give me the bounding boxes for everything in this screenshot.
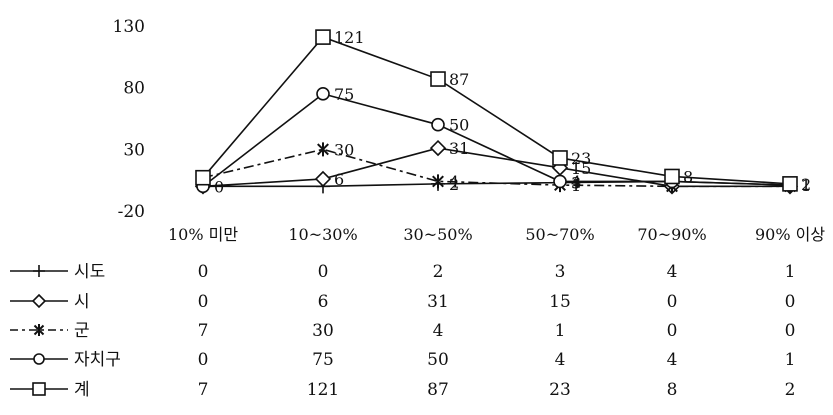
table-cell: 4 [667, 350, 678, 370]
data-label: 4 [571, 172, 581, 191]
table-cell: 87 [427, 380, 449, 400]
y-tick-label: 30 [123, 140, 145, 160]
category-label: 10~30% [288, 225, 357, 244]
data-point-1-2 [429, 139, 447, 157]
category-label: 70~90% [637, 225, 706, 244]
table-cell: 0 [785, 321, 796, 341]
data-point-2-2 [432, 174, 444, 189]
series-line-2 [202, 148, 790, 188]
series-markers [194, 29, 799, 195]
table-cell: 0 [198, 262, 209, 282]
table-cell: 50 [427, 350, 449, 370]
category-labels: 10% 미만 10~30% 30~50% 50~70% 70~90% 90% 이상 [168, 225, 825, 244]
table-cell: 6 [318, 292, 329, 312]
legend-name: 시도 [74, 262, 105, 282]
table-cell: 0 [667, 292, 678, 312]
table-cell: 3 [555, 262, 566, 282]
table-cell: 7 [198, 321, 209, 341]
data-point-4-2 [430, 71, 446, 87]
y-axis-ticks: 130 80 30 -20 [113, 17, 145, 222]
data-label: 2 [449, 175, 459, 194]
data-label: 1 [801, 176, 811, 195]
data-point-4-0 [195, 169, 211, 186]
category-label: 30~50% [403, 225, 472, 244]
category-label: 10% 미만 [168, 225, 238, 244]
category-label: 50~70% [525, 225, 594, 244]
data-point-3-1 [316, 87, 330, 101]
data-point-3-3 [553, 174, 567, 189]
series-lines [202, 36, 791, 188]
table-cell: 2 [433, 262, 444, 282]
table-cell: 7 [198, 380, 209, 400]
data-point-4-3 [552, 150, 568, 166]
table-cell: 0 [785, 292, 796, 312]
data-label: 75 [334, 85, 354, 104]
table-cell: 31 [427, 292, 449, 312]
y-tick-label: 130 [113, 17, 145, 37]
table-cell: 15 [549, 292, 571, 312]
data-label: 8 [683, 167, 693, 186]
data-label: 121 [334, 28, 365, 47]
legend-marker-4 [32, 382, 46, 396]
table-cell: 8 [667, 380, 678, 400]
data-label: 2 [801, 175, 811, 194]
data-label: 4 [449, 172, 459, 191]
data-point-4-4 [664, 168, 680, 185]
data-label: 50 [449, 116, 469, 135]
legend-name: 군 [74, 321, 90, 341]
data-point-4-5 [782, 176, 798, 192]
data-label: 30 [334, 140, 354, 159]
data-label: 6 [334, 170, 344, 189]
table-cell: 0 [198, 292, 209, 312]
category-label: 90% 이상 [755, 225, 825, 244]
table-cell: 2 [785, 380, 796, 400]
table-cell: 121 [307, 380, 339, 400]
data-label: 3 [571, 174, 581, 193]
table-cell: 4 [667, 262, 678, 282]
table-cell: 1 [785, 262, 796, 282]
legend-marker-3 [33, 353, 45, 365]
data-point-3-2 [431, 117, 445, 132]
legend-name: 시 [74, 292, 90, 312]
table-cell: 4 [555, 350, 566, 370]
data-label: 0 [214, 177, 224, 196]
data-point-4-1 [315, 29, 331, 45]
table-cell: 0 [318, 262, 329, 282]
legend-name: 자치구 [74, 350, 121, 370]
table-cell: 1 [555, 321, 566, 341]
table-cell: 1 [785, 350, 796, 370]
data-label: 23 [571, 149, 591, 168]
y-tick-label: -20 [118, 202, 145, 222]
data-label: 1 [571, 176, 581, 195]
table-cell: 75 [312, 350, 334, 370]
data-point-1-1 [314, 170, 332, 188]
data-label: 87 [449, 70, 469, 89]
legend-marker-0 [33, 265, 45, 277]
series-line-3 [202, 92, 791, 187]
data-point-2-1 [317, 142, 329, 157]
table-cell: 30 [312, 321, 334, 341]
legend-marker-1 [31, 293, 47, 309]
y-tick-label: 80 [123, 79, 145, 99]
legend-name: 계 [74, 380, 90, 400]
table-cell: 0 [198, 350, 209, 370]
data-label: 15 [571, 159, 591, 178]
data-label: 31 [449, 139, 469, 158]
table-cell: 23 [549, 380, 571, 400]
series-line-4 [202, 36, 791, 185]
series-line-1 [202, 147, 790, 188]
table-cell: 4 [433, 321, 444, 341]
table-cell: 0 [667, 321, 678, 341]
legend-marker-2 [33, 324, 45, 336]
